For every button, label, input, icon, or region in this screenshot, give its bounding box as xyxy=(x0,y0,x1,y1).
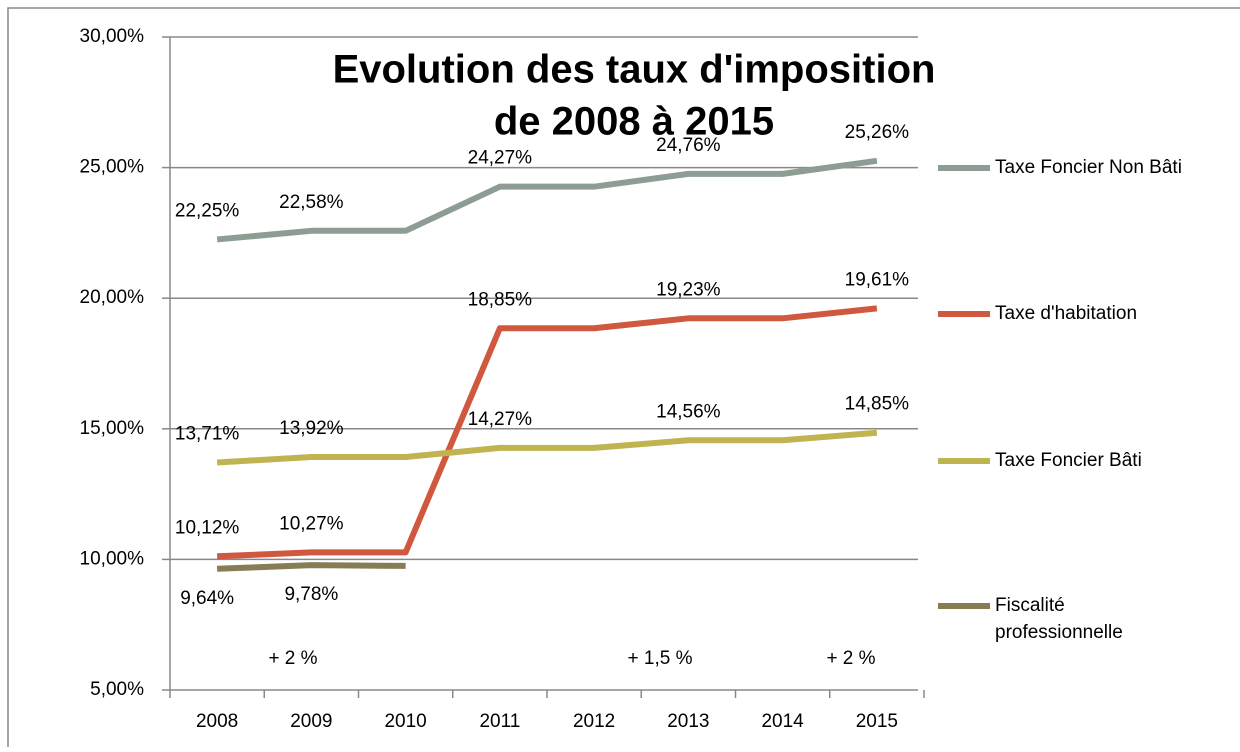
x-tick-label: 2011 xyxy=(479,711,520,732)
data-label: 22,58% xyxy=(279,192,344,213)
y-tick-label: 20,00% xyxy=(80,287,145,308)
x-tick-label: 2014 xyxy=(761,711,804,732)
data-label: 25,26% xyxy=(845,122,910,143)
y-tick-label: 25,00% xyxy=(80,157,145,178)
data-label: 18,85% xyxy=(468,289,533,310)
y-tick-label: 10,00% xyxy=(80,548,145,569)
data-label: 13,71% xyxy=(175,424,240,445)
data-label: 24,27% xyxy=(468,148,533,169)
x-tick-label: 2012 xyxy=(573,711,615,732)
data-label: 10,12% xyxy=(175,517,240,538)
legend-label: Taxe Foncier Non Bâti xyxy=(995,157,1182,178)
data-label: 9,78% xyxy=(284,584,338,605)
data-label: 9,64% xyxy=(180,588,234,609)
x-tick-label: 2008 xyxy=(196,711,238,732)
data-label: 14,27% xyxy=(468,409,533,430)
chart-title: de 2008 à 2015 xyxy=(494,100,774,144)
x-tick-label: 2010 xyxy=(384,711,426,732)
data-label: 19,61% xyxy=(845,269,910,290)
data-label: 13,92% xyxy=(279,418,344,439)
x-tick-label: 2009 xyxy=(290,711,332,732)
data-label: 19,23% xyxy=(656,279,721,300)
x-tick-label: 2013 xyxy=(667,711,709,732)
annotation: + 2 % xyxy=(268,648,317,669)
series-line xyxy=(216,157,878,243)
y-tick-label: 15,00% xyxy=(80,418,145,439)
y-tick-label: 5,00% xyxy=(90,679,144,700)
x-tick-label: 2015 xyxy=(856,711,898,732)
legend-label: Taxe Foncier Bâti xyxy=(995,450,1142,471)
data-label: 10,27% xyxy=(279,513,344,534)
annotation: + 1,5 % xyxy=(628,648,693,669)
series-line xyxy=(217,562,406,572)
legend-label: Fiscalité professionnelle xyxy=(995,595,1123,643)
series-line xyxy=(217,305,878,560)
data-label: 14,56% xyxy=(656,401,721,422)
series-line xyxy=(216,429,878,466)
data-label: 22,25% xyxy=(175,200,240,221)
legend-label: Taxe d'habitation xyxy=(995,303,1137,324)
chart-frame xyxy=(7,7,1240,752)
data-label: 24,76% xyxy=(656,135,721,156)
y-tick-label: 30,00% xyxy=(80,26,145,47)
chart-title: Evolution des taux d'imposition xyxy=(333,48,936,92)
annotation: + 2 % xyxy=(826,648,875,669)
data-label: 14,85% xyxy=(845,394,910,415)
